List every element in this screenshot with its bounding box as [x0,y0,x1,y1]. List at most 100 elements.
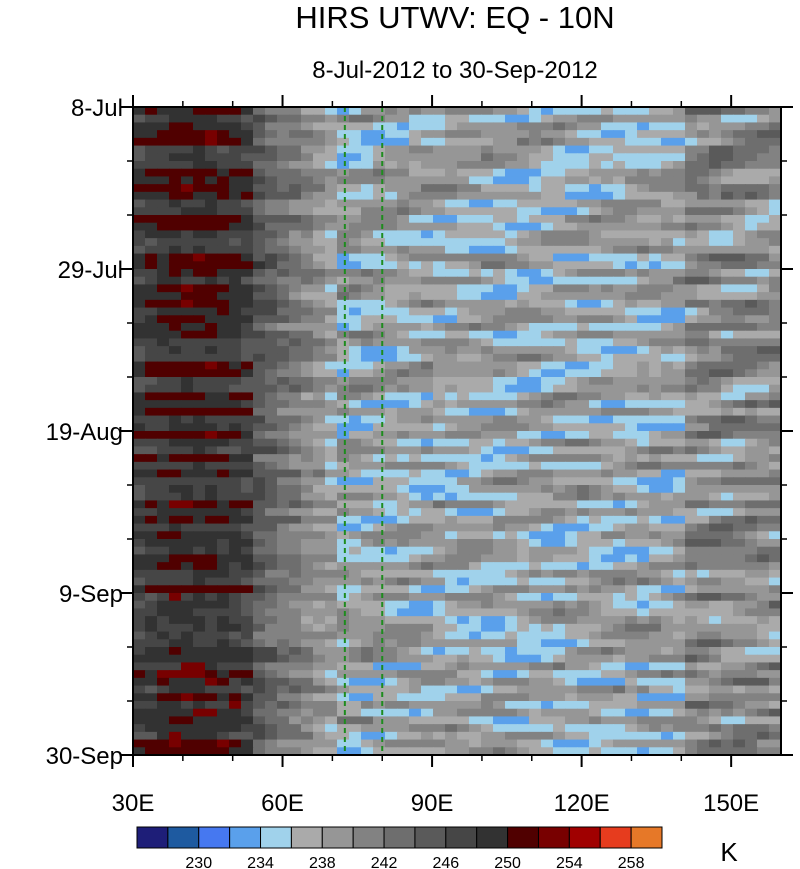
field-cell [373,299,386,309]
field-cell [301,716,314,725]
field-cell [457,407,470,417]
field-cell [709,153,722,162]
field-cell [769,731,781,741]
field-cell [433,215,446,224]
field-cell [421,323,434,332]
field-cell [613,454,626,463]
field-cell [325,161,338,170]
field-cell [361,508,374,517]
field-cell [409,446,422,455]
field-cell [673,600,686,610]
field-cell [769,191,781,201]
field-cell [589,415,602,424]
field-cell [457,245,470,255]
field-cell [481,284,494,293]
field-cell [673,554,686,563]
field-cell [541,145,554,154]
field-cell [133,353,146,363]
field-cell [493,153,506,162]
field-cell [181,400,194,409]
field-cell [469,677,482,687]
field-cell [145,353,158,363]
field-cell [229,222,242,232]
field-cell [361,585,374,594]
field-cell [409,647,422,656]
field-cell [673,454,686,463]
field-cell [421,384,434,394]
field-cell [457,631,470,640]
field-cell [157,739,170,748]
field-cell [301,284,314,293]
field-cell [589,639,602,648]
field-cell [769,724,781,733]
field-cell [193,168,206,178]
field-cell [397,207,410,216]
field-cell [145,161,158,170]
field-cell [313,577,326,586]
field-cell [265,191,278,201]
field-cell [157,677,170,687]
field-cell [529,739,542,748]
field-cell [277,685,290,694]
field-cell [481,369,494,378]
field-cell [469,199,482,208]
field-cell [697,554,710,563]
field-cell [325,238,338,247]
field-cell [661,431,674,440]
field-cell [721,114,734,124]
field-cell [205,685,218,694]
field-cell [193,238,206,247]
field-cell [553,631,566,640]
field-cell [193,245,206,255]
field-cell [721,176,734,185]
field-cell [517,222,530,232]
field-cell [685,562,698,571]
field-cell [205,276,218,286]
field-cell [709,562,722,571]
field-cell [289,685,302,694]
field-cell [565,677,578,687]
field-cell [277,199,290,208]
field-cell [481,438,494,448]
field-cell [409,508,422,517]
field-cell [253,392,266,401]
field-cell [529,647,542,656]
field-cell [733,299,746,309]
field-cell [493,176,506,185]
field-cell [529,693,542,702]
field-cell [265,377,278,386]
field-cell [637,739,650,748]
field-cell [661,446,674,455]
field-cell [529,215,542,224]
field-cell [277,461,290,471]
field-cell [553,500,566,509]
field-cell [709,199,722,208]
field-cell [685,701,698,710]
field-cell [301,693,314,702]
field-cell [157,400,170,409]
field-cell [517,639,530,648]
field-cell [229,176,242,185]
field-cell [181,492,194,502]
field-cell [577,577,590,586]
field-cell [337,608,350,617]
field-cell [709,377,722,386]
field-cell [373,554,386,563]
field-cell [397,531,410,540]
field-cell [193,114,206,124]
field-cell [541,585,554,594]
field-cell [757,608,770,617]
field-cell [481,677,494,687]
field-cell [193,577,206,586]
field-cell [265,677,278,687]
field-cell [577,647,590,656]
field-cell [373,454,386,463]
field-cell [517,608,530,617]
field-cell [649,739,662,748]
field-cell [169,253,182,262]
field-cell [625,593,638,602]
field-cell [493,461,506,471]
field-cell [757,693,770,702]
field-cell [481,276,494,286]
field-cell [445,593,458,602]
